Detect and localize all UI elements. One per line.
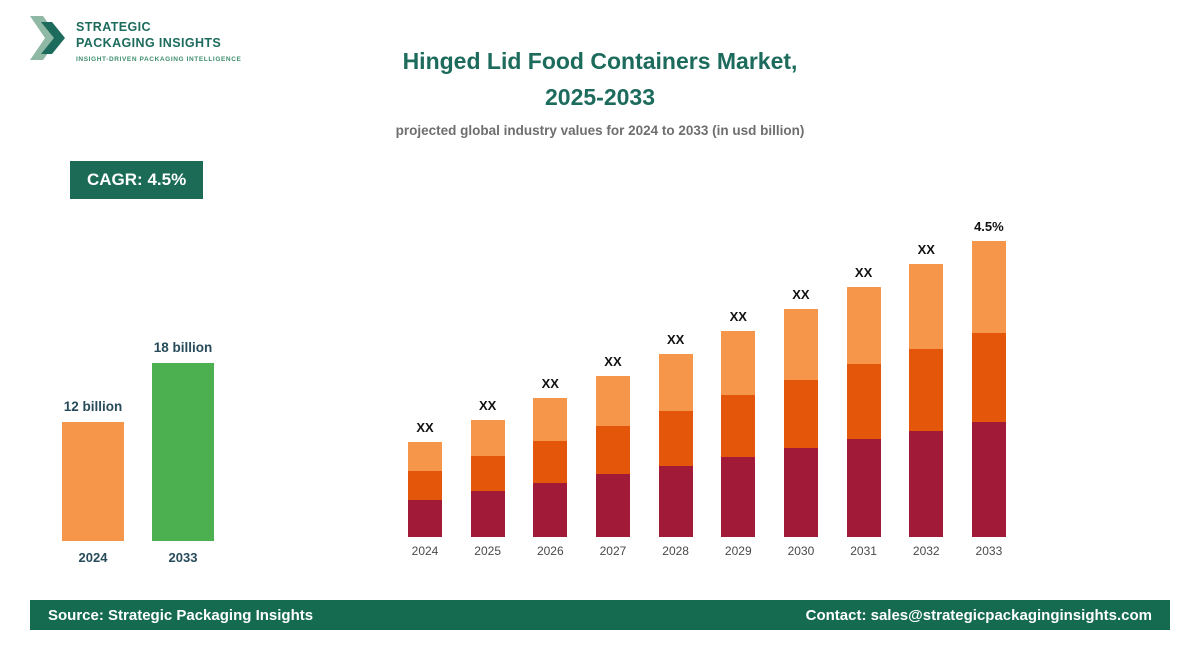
bar-column: XX 2032 xyxy=(909,242,944,558)
bar-year-label: 2026 xyxy=(536,544,564,558)
page-subtitle: projected global industry values for 202… xyxy=(395,123,805,139)
bar-column: XX 2028 xyxy=(658,332,693,558)
page-title-line1: Hinged Lid Food Containers Market, xyxy=(402,48,798,74)
stacked-bar xyxy=(470,420,505,537)
bar-segment-segment-middle xyxy=(658,411,693,466)
bar-year-label: 2029 xyxy=(724,544,752,558)
bar-year-label: 2028 xyxy=(662,544,689,558)
stacked-bar xyxy=(721,331,756,537)
cagr-badge: CAGR: 4.5% xyxy=(70,161,204,199)
bar-segment-segment-middle xyxy=(470,456,505,491)
bar-segment-segment-bottom xyxy=(533,483,568,537)
header: Hinged Lid Food Containers Market, 2025-… xyxy=(0,44,1200,138)
summary-bar-column: 12 billion 2024 xyxy=(62,399,124,565)
bar-column: XX 2024 xyxy=(408,420,442,558)
bar-value-label: 4.5% xyxy=(974,219,1004,234)
bar-year-label: 2030 xyxy=(787,544,815,558)
bar-value-label: XX xyxy=(666,332,685,347)
logo-text: STRATEGIC PACKAGING INSIGHTS INSIGHT-DRI… xyxy=(76,14,241,63)
bar-segment-segment-middle xyxy=(408,471,442,500)
bar-column: XX 2030 xyxy=(783,287,818,558)
bar-segment-segment-bottom xyxy=(408,500,442,537)
bar-year-label: 2033 xyxy=(975,544,1003,558)
page-title-line2: 2025-2033 xyxy=(545,83,655,110)
bar-column: XX 2031 xyxy=(846,265,881,558)
bar-segment-segment-bottom xyxy=(658,466,693,537)
stacked-bar xyxy=(846,287,881,537)
bar-column: XX 2029 xyxy=(721,309,756,558)
bar-segment-segment-top xyxy=(721,331,756,395)
logo-tagline: INSIGHT-DRIVEN PACKAGING INTELLIGENCE xyxy=(76,56,242,64)
bar-segment-segment-top xyxy=(783,309,818,380)
stacked-bar xyxy=(595,376,630,537)
bar-segment-segment-middle xyxy=(721,395,756,457)
bar-segment-segment-bottom xyxy=(721,457,756,537)
bar-value-label: XX xyxy=(416,420,434,435)
stacked-bar xyxy=(783,309,818,537)
bar-segment-segment-middle xyxy=(846,364,881,439)
bar-segment-segment-middle xyxy=(533,441,568,483)
stacked-bar xyxy=(408,442,442,537)
bar-value-label: XX xyxy=(729,309,747,324)
summary-mini-chart: 12 billion 2024 18 billion 2033 xyxy=(62,340,214,565)
stacked-bar xyxy=(909,264,944,537)
summary-bar-column: 18 billion 2033 xyxy=(152,340,214,565)
summary-bar-value-label: 18 billion xyxy=(153,340,213,355)
bar-segment-segment-bottom xyxy=(971,422,1006,537)
bar-value-label: XX xyxy=(478,398,497,413)
bar-segment-segment-top xyxy=(909,264,944,349)
bar-year-label: 2031 xyxy=(850,544,877,558)
bar-year-label: 2024 xyxy=(411,544,439,558)
bar-segment-segment-top xyxy=(846,287,881,364)
bar-segment-segment-bottom xyxy=(846,439,881,537)
bar-segment-segment-bottom xyxy=(595,474,630,537)
bar-column: XX 2026 xyxy=(533,376,568,558)
bar-segment-segment-bottom xyxy=(783,448,818,537)
bar-value-label: XX xyxy=(917,242,935,257)
bar-segment-segment-bottom xyxy=(470,491,505,537)
bar-segment-segment-top xyxy=(658,354,693,411)
bar-value-label: XX xyxy=(541,376,559,391)
bar-year-label: 2027 xyxy=(599,544,627,558)
stacked-bar xyxy=(971,241,1006,537)
summary-bar-year: 2024 xyxy=(78,550,108,565)
bar-value-label: XX xyxy=(604,354,622,369)
summary-bar-value-label: 12 billion xyxy=(63,399,123,414)
stacked-bar xyxy=(533,398,568,537)
logo-name-line1: STRATEGIC xyxy=(76,20,151,34)
bar-value-label: XX xyxy=(854,265,873,280)
bar-segment-segment-bottom xyxy=(909,431,944,537)
summary-bar xyxy=(62,422,124,541)
bar-segment-segment-top xyxy=(595,376,630,426)
stacked-bar-chart: XX 2024 XX 2025 XX 2026 XX 2027 XX 2028 XX 2029 XX 20… xyxy=(408,219,1006,558)
summary-bar-year: 2033 xyxy=(168,550,198,565)
logo: STRATEGIC PACKAGING INSIGHTS INSIGHT-DRI… xyxy=(30,14,241,67)
bar-value-label: XX xyxy=(792,287,810,302)
bar-column: XX 2025 xyxy=(470,398,505,558)
bar-segment-segment-middle xyxy=(595,426,630,474)
bar-segment-segment-middle xyxy=(971,333,1006,422)
logo-chevron-icon xyxy=(30,14,68,67)
bar-column: XX 2027 xyxy=(595,354,630,558)
bar-segment-segment-top xyxy=(533,398,568,441)
page-title: Hinged Lid Food Containers Market, 2025-… xyxy=(0,44,1200,115)
footer-contact: Contact: sales@strategicpackaginginsight… xyxy=(805,606,1152,624)
footer-source: Source: Strategic Packaging Insights xyxy=(48,606,314,624)
summary-bar xyxy=(152,363,214,541)
bar-segment-segment-middle xyxy=(783,380,818,448)
stacked-bar xyxy=(658,354,693,537)
footer-bar: Source: Strategic Packaging Insights Con… xyxy=(30,600,1170,630)
bar-segment-segment-top xyxy=(470,420,505,456)
logo-name-line2: PACKAGING INSIGHTS xyxy=(76,35,222,50)
bar-year-label: 2025 xyxy=(474,544,501,558)
bar-segment-segment-middle xyxy=(909,349,944,431)
bar-segment-segment-top xyxy=(408,442,442,471)
bar-segment-segment-top xyxy=(971,241,1006,333)
bar-column: 4.5% 2033 xyxy=(971,219,1006,558)
bar-year-label: 2032 xyxy=(912,544,940,558)
